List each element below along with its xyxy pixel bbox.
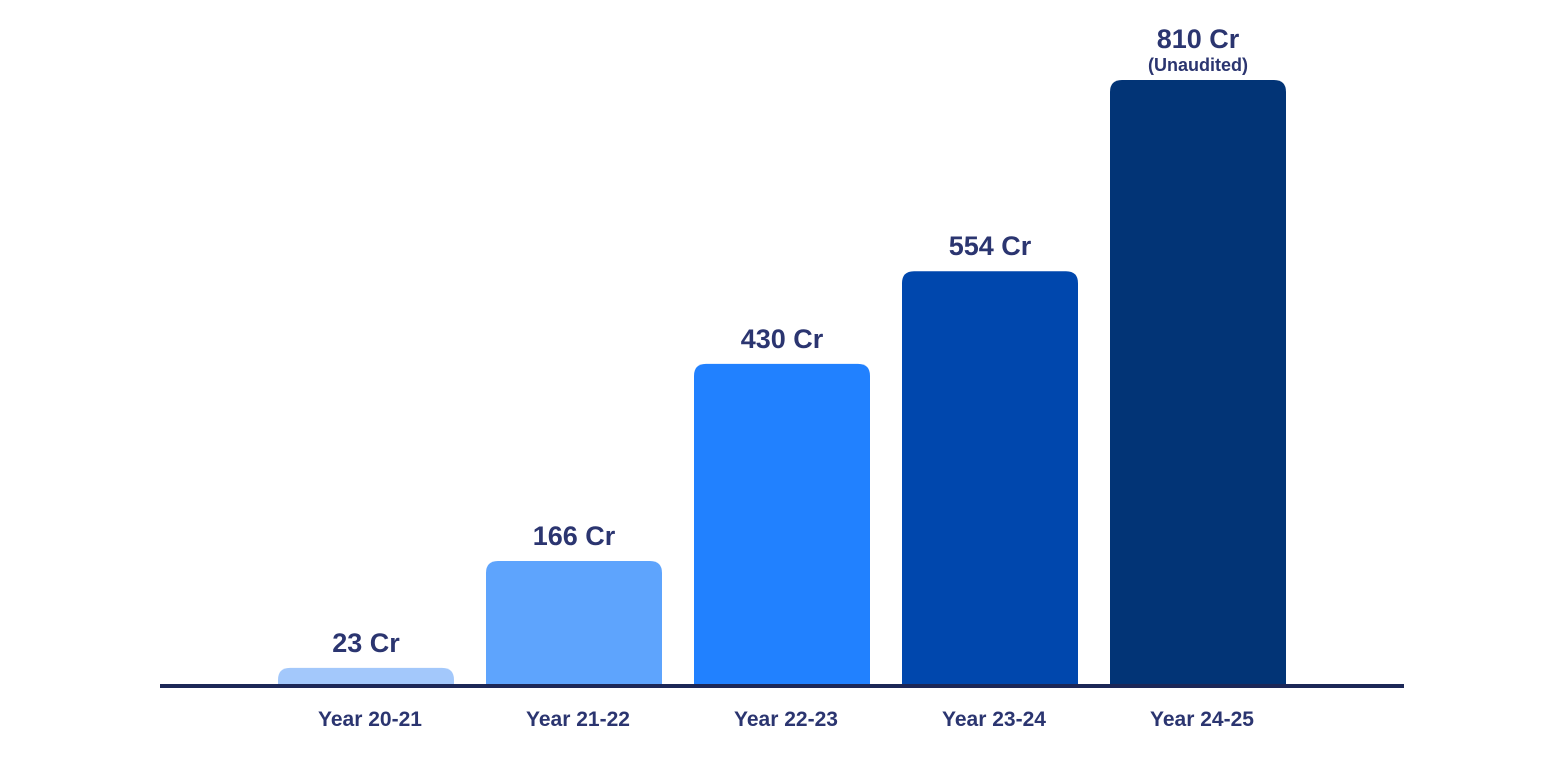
bar-1 — [278, 667, 454, 685]
data-label-3: 430 Cr — [741, 324, 824, 354]
bar-4 — [902, 271, 1078, 685]
value-labels-layer: 23 Cr 166 Cr 430 Cr 554 Cr 810 Cr(Unaudited) — [332, 24, 1248, 658]
data-note-5: (Unaudited) — [1148, 55, 1248, 75]
bar-2 — [486, 561, 662, 685]
data-label-2: 166 Cr — [533, 521, 616, 551]
x-tick-label-2: Year 21-22 — [526, 708, 630, 731]
category-labels-layer: Year 20-21 Year 21-22 Year 22-23 Year 23-24… — [318, 708, 1254, 731]
bar-3 — [694, 363, 870, 685]
bars-layer — [278, 80, 1286, 685]
bar-5 — [1110, 80, 1286, 685]
data-label-4: 554 Cr — [949, 231, 1032, 261]
data-label-5: 810 Cr — [1157, 24, 1240, 54]
data-label-1: 23 Cr — [332, 628, 400, 658]
x-tick-label-3: Year 22-23 — [734, 708, 838, 731]
x-tick-label-5: Year 24-25 — [1150, 708, 1254, 731]
x-tick-label-1: Year 20-21 — [318, 708, 422, 731]
x-tick-label-4: Year 23-24 — [942, 708, 1046, 731]
